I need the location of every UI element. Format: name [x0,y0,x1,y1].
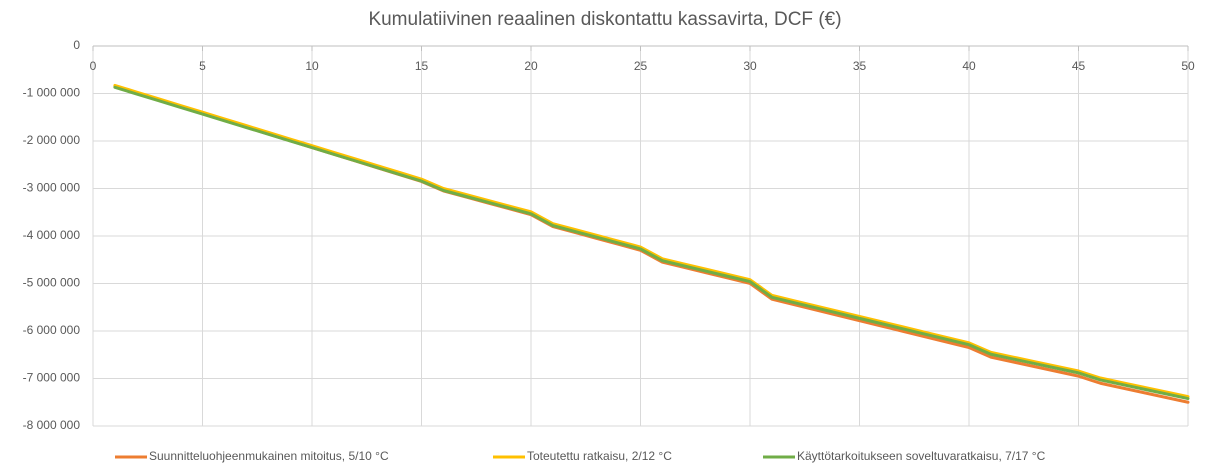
y-tick-label: -8 000 000 [23,418,81,432]
x-tick-label: 45 [1072,59,1086,73]
series-line [113,85,1190,401]
x-tick-label: 0 [90,59,97,73]
x-tick-label: 50 [1181,59,1195,73]
x-tick-label: 40 [962,59,976,73]
y-tick-label: -6 000 000 [23,323,81,337]
y-tick-label: -2 000 000 [23,133,81,147]
y-tick-label: -1 000 000 [23,86,81,100]
legend-label: Käyttötarkoitukseen soveltuvaratkaisu, 7… [797,449,1046,463]
legend-label: Suunnitteluohjeenmukainen mitoitus, 5/10… [149,449,389,463]
x-tick-label: 5 [199,59,206,73]
series-line [113,83,1190,399]
x-tick-label: 10 [305,59,319,73]
legend-label: Toteutettu ratkaisu, 2/12 °C [527,449,672,463]
chart-title: Kumulatiivinen reaalinen diskontattu kas… [368,9,841,30]
x-tick-label: 20 [524,59,538,73]
x-tick-label: 30 [743,59,757,73]
y-tick-label: -4 000 000 [23,228,81,242]
x-tick-label: 25 [634,59,648,73]
x-tick-label: 35 [853,59,867,73]
x-tick-label: 15 [415,59,429,73]
y-tick-label: -5 000 000 [23,276,81,290]
y-tick-label: -7 000 000 [23,371,81,385]
y-tick-label: -3 000 000 [23,181,81,195]
y-tick-label: 0 [73,38,80,52]
